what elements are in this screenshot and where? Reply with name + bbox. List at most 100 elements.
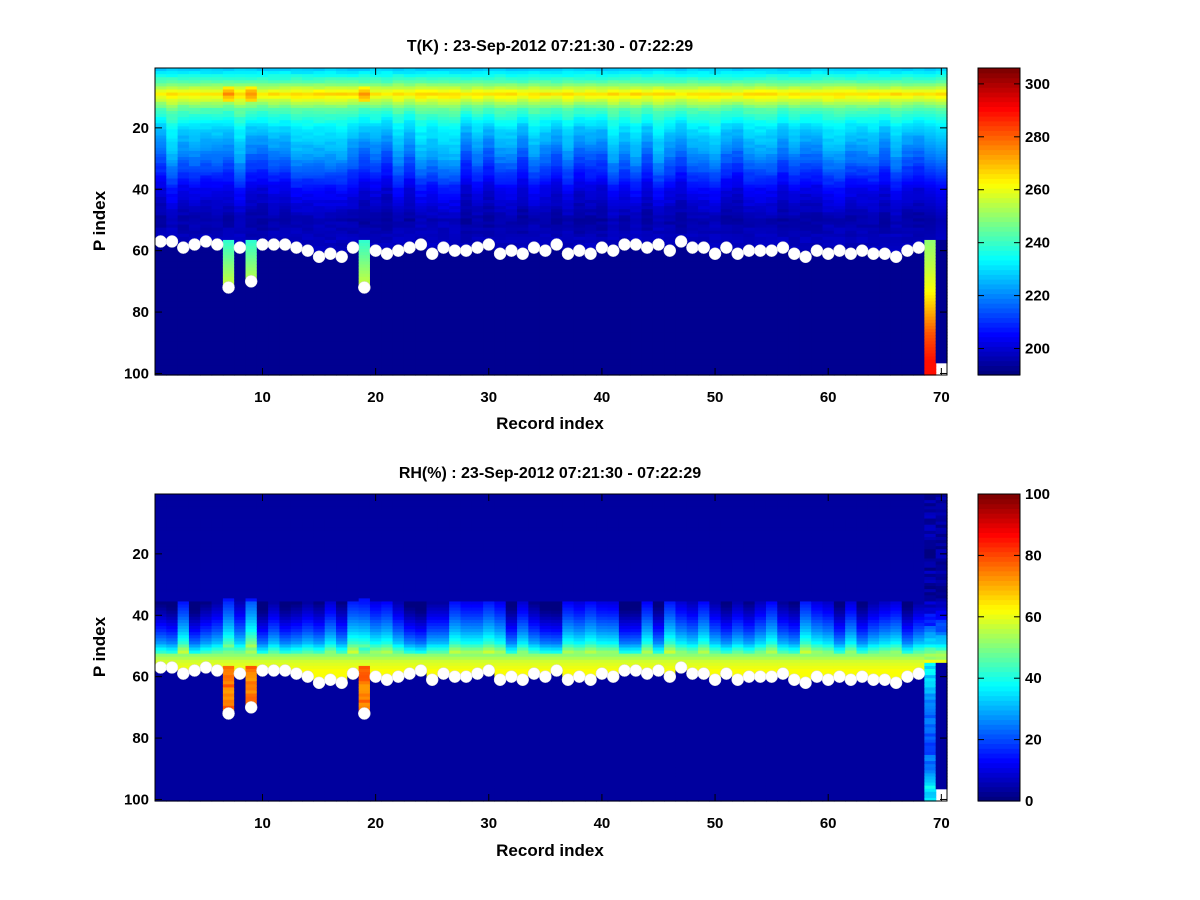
heatmap-cell xyxy=(155,258,167,263)
heatmap-cell xyxy=(686,350,699,355)
heatmap-cell xyxy=(449,215,462,220)
heatmap-cell xyxy=(268,215,281,220)
heatmap-cell xyxy=(607,129,620,134)
heatmap-cell xyxy=(607,212,620,216)
heatmap-cell xyxy=(211,230,224,235)
heatmap-cell xyxy=(607,304,620,309)
heatmap-cell xyxy=(302,316,314,321)
heatmap-cell xyxy=(539,157,552,161)
heatmap-cell xyxy=(302,295,314,299)
heatmap-cell xyxy=(200,347,213,352)
heatmap-cell xyxy=(290,129,303,134)
heatmap-cell xyxy=(211,270,224,275)
heatmap-cell xyxy=(155,114,167,118)
heatmap-cell xyxy=(268,307,281,312)
heatmap-cell xyxy=(630,307,643,312)
heatmap-cell xyxy=(222,74,235,78)
heatmap-cell xyxy=(449,71,462,75)
heatmap-cell xyxy=(618,292,631,296)
heatmap-cell xyxy=(415,209,428,213)
heatmap-cell xyxy=(392,273,405,278)
heatmap-cell xyxy=(256,187,269,192)
heatmap-cell xyxy=(449,365,462,370)
heatmap-cell xyxy=(166,221,179,226)
heatmap-cell xyxy=(336,68,348,72)
heatmap-cell xyxy=(166,264,179,269)
heatmap-cell xyxy=(336,341,348,345)
heatmap-cell xyxy=(302,117,314,121)
heatmap-cell xyxy=(336,230,348,235)
heatmap-cell xyxy=(460,135,473,140)
heatmap-cell xyxy=(200,163,213,167)
heatmap-cell xyxy=(415,123,428,127)
heatmap-cell xyxy=(155,359,167,364)
heatmap-cell xyxy=(279,144,292,149)
heatmap-cell xyxy=(630,313,643,318)
heatmap-cell xyxy=(437,298,450,302)
heatmap-cell xyxy=(551,150,563,155)
heatmap-cell xyxy=(675,178,688,183)
heatmap-cell xyxy=(686,193,699,198)
heatmap-cell xyxy=(675,209,688,213)
heatmap-cell xyxy=(652,89,665,94)
heatmap-cell xyxy=(584,261,597,266)
heatmap-cell xyxy=(166,160,179,164)
heatmap-cell xyxy=(596,178,609,183)
heatmap-cell xyxy=(200,101,213,106)
heatmap-cell xyxy=(539,86,552,91)
heatmap-cell xyxy=(539,371,552,376)
heatmap-cell xyxy=(268,289,281,293)
heatmap-cell xyxy=(460,230,473,235)
heatmap-cell xyxy=(177,233,190,238)
heatmap-cell xyxy=(573,104,586,109)
heatmap-cell xyxy=(358,276,371,281)
heatmap-cell xyxy=(517,258,529,263)
heatmap-cell xyxy=(630,114,643,118)
heatmap-cell xyxy=(630,126,643,130)
heatmap-cell xyxy=(686,279,699,284)
heatmap-cell xyxy=(403,310,416,315)
heatmap-cell xyxy=(494,175,507,180)
heatmap-cell xyxy=(369,353,382,358)
heatmap-cell xyxy=(539,316,552,321)
heatmap-cell xyxy=(528,120,541,124)
heatmap-cell xyxy=(290,264,303,269)
heatmap-cell xyxy=(200,209,213,213)
heatmap-cell xyxy=(268,350,281,355)
heatmap-cell xyxy=(155,71,167,75)
heatmap-cell xyxy=(211,289,224,293)
heatmap-cell xyxy=(675,316,688,321)
heatmap-cell xyxy=(573,270,586,275)
heatmap-cell xyxy=(539,301,552,305)
heatmap-cell xyxy=(471,135,484,140)
heatmap-cell xyxy=(302,71,314,75)
heatmap-cell xyxy=(664,86,677,91)
heatmap-cell xyxy=(562,135,575,140)
heatmap-cell xyxy=(494,126,507,130)
heatmap-cell xyxy=(302,304,314,309)
heatmap-cell xyxy=(607,239,620,244)
heatmap-cell xyxy=(256,289,269,293)
heatmap-cell xyxy=(415,120,428,124)
heatmap-cell xyxy=(607,157,620,161)
heatmap-cell xyxy=(698,129,710,134)
heatmap-cell xyxy=(505,233,518,238)
heatmap-cell xyxy=(358,178,371,183)
heatmap-cell xyxy=(573,77,586,81)
heatmap-cell xyxy=(641,95,654,100)
heatmap-cell xyxy=(517,163,529,167)
heatmap-cell xyxy=(618,341,631,345)
heatmap-cell xyxy=(686,172,699,177)
heatmap-cell xyxy=(403,150,416,155)
heatmap-cell xyxy=(675,203,688,207)
heatmap-cell xyxy=(200,273,213,278)
heatmap-cell xyxy=(528,193,541,198)
heatmap-cell xyxy=(222,77,235,81)
heatmap-cell xyxy=(369,313,382,318)
heatmap-cell xyxy=(437,267,450,272)
heatmap-cell xyxy=(449,212,462,216)
heatmap-cell xyxy=(200,150,213,155)
heatmap-cell xyxy=(358,252,371,256)
heatmap-cell xyxy=(652,196,665,201)
heatmap-cell xyxy=(505,218,518,223)
